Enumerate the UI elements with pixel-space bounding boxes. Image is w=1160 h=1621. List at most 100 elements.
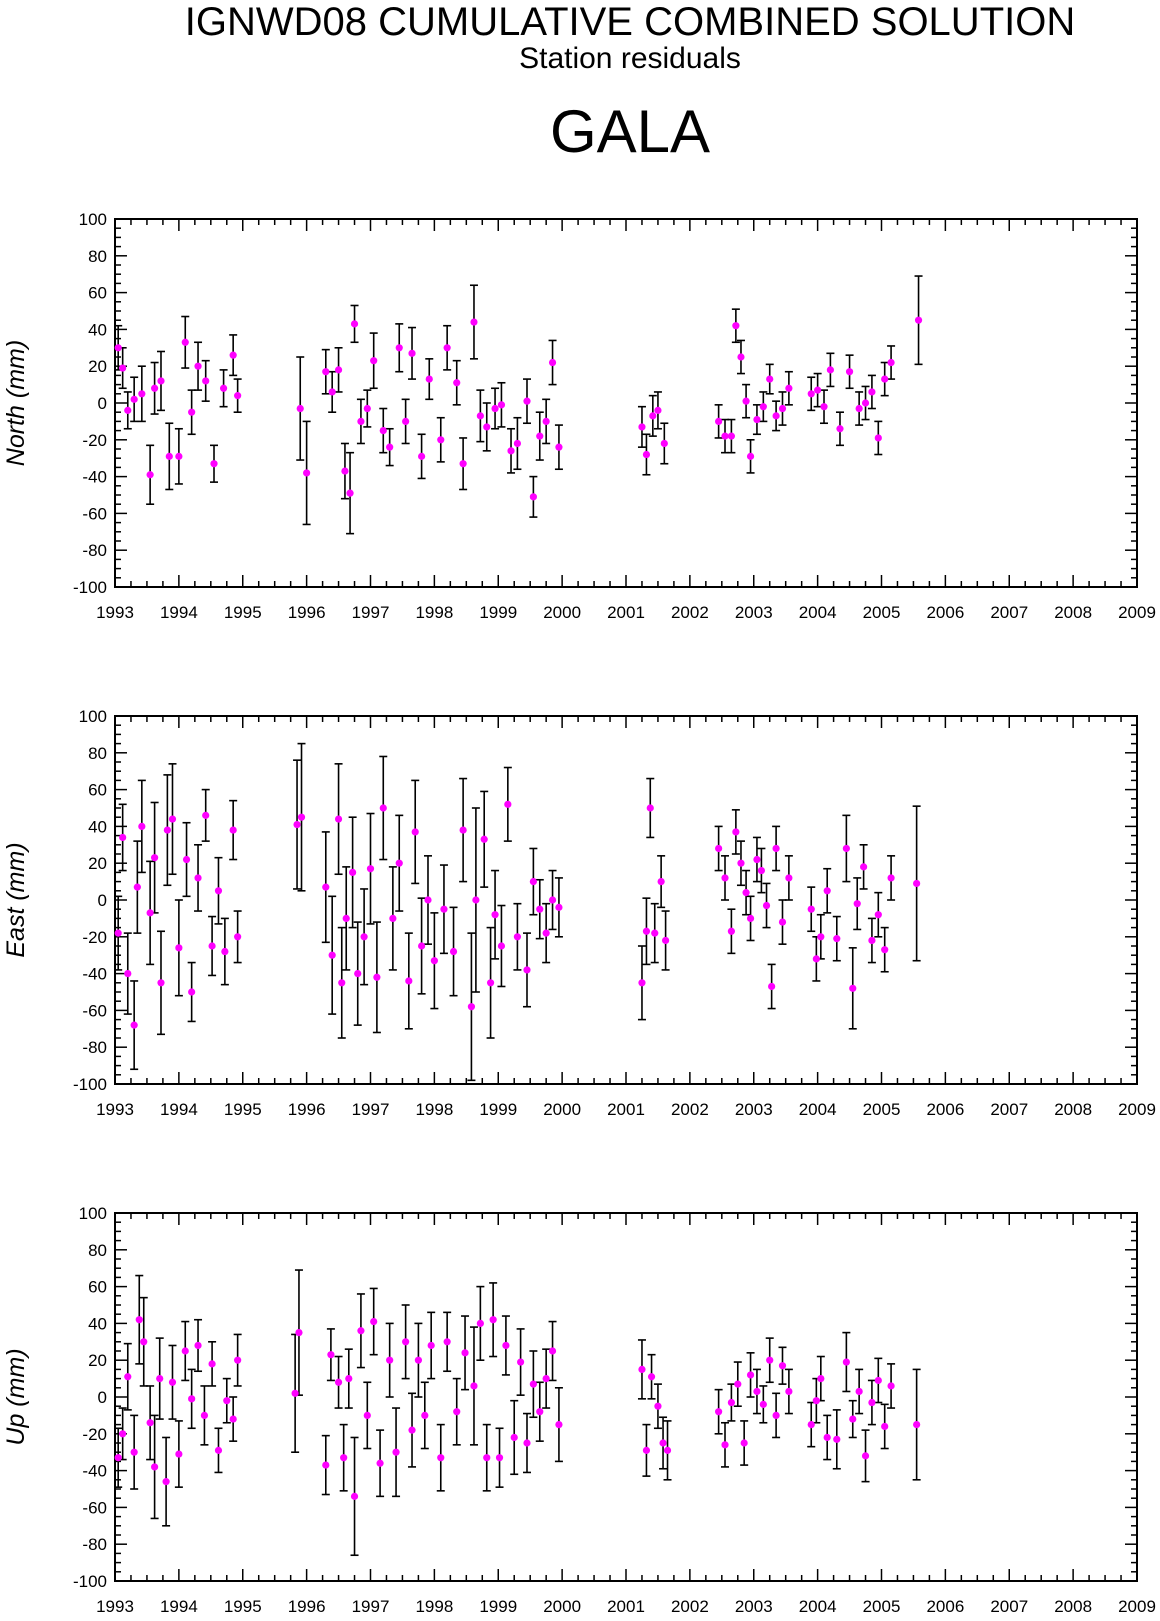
up-data-point [376,1459,384,1467]
north-data-point [194,362,202,370]
east-data-point [721,874,729,882]
up-data-point [291,1389,299,1397]
up-data-point [194,1341,202,1350]
up-data-point [502,1341,510,1350]
east-data-point [389,914,397,923]
up-y-tick-label: -80 [82,1535,107,1554]
north-data-point [778,404,787,413]
east-x-tick-label: 2005 [863,1100,901,1119]
north-data-point [370,357,378,365]
east-data-point [874,911,882,919]
north-data-point [855,404,863,413]
north-data-point [202,377,210,385]
north-data-point [555,443,563,451]
north-data-point [836,425,844,433]
east-data-point [395,859,403,867]
east-data-point [297,813,306,821]
up-data-point [334,1378,343,1386]
east-y-tick-label: -100 [73,1075,107,1094]
up-x-tick-label: 2003 [735,1597,773,1616]
north-data-point [157,377,165,385]
up-data-point [421,1411,429,1419]
up-x-tick-label: 1999 [479,1597,517,1616]
east-data-point [860,863,868,871]
east-data-point [322,883,330,891]
east-data-point [208,942,216,950]
east-data-point [229,826,237,834]
north-x-tick-label: 1993 [96,603,134,622]
east-data-point [168,815,177,823]
east-y-tick-label: 0 [98,891,107,910]
east-data-point [373,973,381,981]
north-data-point [874,434,882,442]
chart-main-title: IGNWD08 CUMULATIVE COMBINED SOLUTION [184,0,1076,44]
east-y-tick-label: 40 [88,817,107,836]
east-data-point [130,1021,138,1029]
up-data-point [721,1441,729,1449]
north-data-point [491,404,499,413]
east-data-point [504,800,512,808]
up-data-point [200,1411,209,1419]
up-data-point [778,1362,787,1370]
up-data-point [162,1478,170,1486]
up-data-point [647,1373,656,1381]
up-x-tick-label: 2007 [990,1597,1028,1616]
east-data-point [491,911,499,919]
up-data-point [234,1356,242,1364]
east-data-point [234,933,242,941]
east-data-point [757,866,766,875]
north-data-point [881,375,889,383]
east-data-point [175,944,183,952]
east-data-point [887,874,895,882]
north-y-tick-label: -80 [82,541,107,560]
up-data-point [345,1375,353,1383]
east-y-tick-label: 100 [79,707,107,726]
east-y-tick-label: 20 [88,854,107,873]
east-data-point [430,957,438,965]
east-data-point [334,815,343,823]
up-y-tick-label: 20 [88,1351,107,1370]
north-x-tick-label: 2008 [1054,603,1092,622]
north-data-point [210,460,218,468]
north-data-point [234,392,242,400]
north-y-tick-label: -20 [82,431,107,450]
east-data-point [202,811,210,819]
east-data-point [157,979,165,987]
north-data-point [437,436,445,444]
north-x-tick-label: 2006 [926,603,964,622]
up-x-tick-label: 2006 [926,1597,964,1616]
north-data-point [418,452,426,460]
north-data-point [146,471,154,479]
up-y-tick-label: -20 [82,1425,107,1444]
north-data-point [826,366,835,374]
station-name: GALA [549,98,711,165]
north-data-point [181,338,189,346]
east-y-tick-label: -60 [82,1001,107,1020]
up-y-tick-label: 80 [88,1241,107,1260]
north-plot-frame [114,218,1138,588]
east-data-point [328,951,336,959]
up-data-point [842,1358,850,1366]
up-data-point [785,1387,793,1396]
north-data-point [408,349,416,357]
east-data-point [349,868,357,877]
east-data-point [642,927,651,935]
east-data-point [472,896,480,904]
north-data-point [732,322,740,330]
up-data-point [823,1433,831,1442]
east-data-point [555,903,563,911]
north-data-point [542,417,550,425]
up-data-point [548,1347,557,1355]
north-y-tick-label: 100 [79,210,107,229]
up-y-axis-label: Up (mm) [2,1348,30,1445]
north-y-tick-label: 0 [98,394,107,413]
north-data-point [229,351,237,359]
up-data-point [881,1422,889,1431]
north-data-point [753,415,761,424]
north-x-tick-label: 2001 [607,603,645,622]
east-data-point [338,979,346,987]
east-y-tick-label: -80 [82,1038,107,1057]
north-data-point [742,397,750,405]
north-data-point [507,447,515,455]
north-data-point [887,358,895,367]
